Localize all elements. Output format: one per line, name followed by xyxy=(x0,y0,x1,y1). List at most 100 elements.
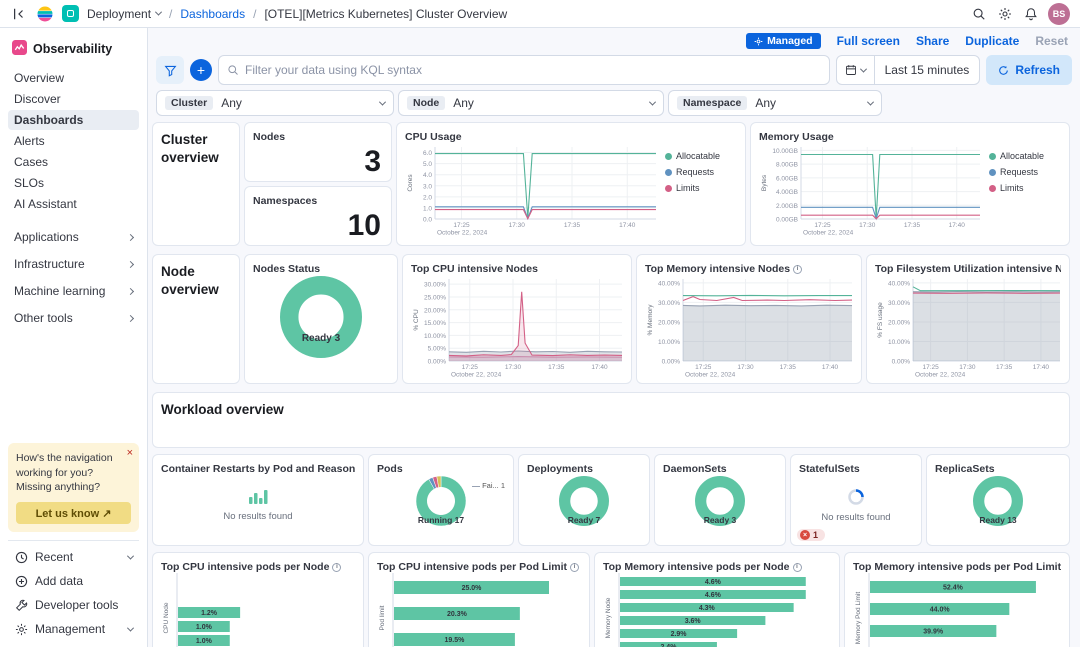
memory-usage-chart[interactable]: 0.00GB 2.00GB 4.00GB 6.00GB 8.00GB 10.00GB 17:… xyxy=(759,143,983,237)
sidebar-footer-management[interactable]: Management xyxy=(8,617,139,641)
daemonsets-donut[interactable] xyxy=(694,475,746,527)
notifications-icon[interactable] xyxy=(1022,5,1040,23)
pods-failed-annotation: Fai... 1 xyxy=(472,481,505,490)
full-screen-button[interactable]: Full screen xyxy=(836,34,900,48)
sidebar-item-alerts[interactable]: Alerts xyxy=(8,131,139,151)
quick-select-button[interactable] xyxy=(837,56,875,84)
legend-item[interactable]: Limits xyxy=(665,183,737,193)
info-icon[interactable] xyxy=(332,562,342,572)
sidebar-item-ai-assistant[interactable]: AI Assistant xyxy=(8,194,139,214)
sidebar-footer-recent[interactable]: Recent xyxy=(8,545,139,569)
kql-search-input[interactable] xyxy=(245,63,821,77)
sidebar-item-applications[interactable]: Applications xyxy=(8,224,139,250)
managed-badge[interactable]: Managed xyxy=(746,33,821,49)
avatar[interactable]: BS xyxy=(1048,2,1070,25)
error-badge[interactable]: 1 xyxy=(797,529,826,541)
sidebar-item-infrastructure[interactable]: Infrastructure xyxy=(8,251,139,277)
sidebar-item-machine-learning[interactable]: Machine learning xyxy=(8,278,139,304)
legend-item[interactable]: Allocatable xyxy=(989,151,1061,161)
info-icon[interactable] xyxy=(569,562,579,572)
sidebar-item-label: Discover xyxy=(14,92,61,106)
svg-text:10.00GB: 10.00GB xyxy=(772,148,798,155)
duplicate-button[interactable]: Duplicate xyxy=(965,34,1020,48)
panel-title: Container Restarts by Pod and Reason xyxy=(161,463,355,475)
top-memory-pods-node-chart[interactable]: 4.6% 4.6% 4.3% 3.6% 2.9% 2.4% Memory Node xyxy=(603,573,833,647)
panel-title: Node overview xyxy=(161,264,219,297)
info-icon[interactable] xyxy=(793,264,803,274)
svg-text:40.00%: 40.00% xyxy=(658,280,680,287)
svg-text:% Memory: % Memory xyxy=(647,304,654,336)
panel-nodes-metric[interactable]: Nodes 3 xyxy=(244,122,392,182)
panel-namespaces-metric[interactable]: Namespaces 10 xyxy=(244,186,392,246)
filter-button[interactable] xyxy=(156,56,184,84)
chevron-right-icon xyxy=(126,314,135,322)
legend-dot xyxy=(989,184,996,192)
top-fs-nodes-chart[interactable]: 0.00% 10.00% 20.00% 30.00% 40.00% 17:25 17:30 1… xyxy=(875,275,1063,379)
legend-item[interactable]: Allocatable xyxy=(665,151,737,161)
deployment-icon[interactable] xyxy=(62,5,79,22)
sidebar-item-other-tools[interactable]: Other tools xyxy=(8,305,139,331)
clock-icon xyxy=(14,550,28,564)
add-filter-button[interactable] xyxy=(190,59,212,81)
donut-label: Ready 3 xyxy=(703,515,737,525)
svg-text:2.9%: 2.9% xyxy=(671,631,688,638)
legend-item[interactable]: Requests xyxy=(989,167,1061,177)
sidebar-item-overview[interactable]: Overview xyxy=(8,68,139,88)
control-cluster[interactable]: Cluster Any xyxy=(156,90,394,116)
panel-title: Top CPU intensive pods per Node xyxy=(161,561,330,573)
sidebar-item-label: Infrastructure xyxy=(14,257,85,271)
breadcrumb-separator: / xyxy=(169,6,173,21)
svg-text:17:25: 17:25 xyxy=(453,222,470,229)
legend-item[interactable]: Limits xyxy=(989,183,1061,193)
sidebar-footer-developer-tools[interactable]: Developer tools xyxy=(8,593,139,617)
svg-text:25.00%: 25.00% xyxy=(424,294,446,301)
feedback-callout: How's the navigation working for you? Mi… xyxy=(8,443,139,532)
panel-title: Top Memory intensive pods per Node xyxy=(603,561,790,573)
breadcrumb-dashboards[interactable]: Dashboards xyxy=(180,6,246,21)
sidebar-footer-add-data[interactable]: Add data xyxy=(8,569,139,593)
settings-icon[interactable] xyxy=(996,5,1014,23)
svg-text:October 22, 2024: October 22, 2024 xyxy=(915,372,966,379)
elastic-logo[interactable] xyxy=(36,5,54,23)
svg-text:Bytes: Bytes xyxy=(761,174,768,191)
feedback-button[interactable]: Let us know xyxy=(16,502,131,524)
collapse-nav-icon[interactable] xyxy=(10,5,28,23)
sidebar-item-discover[interactable]: Discover xyxy=(8,89,139,109)
share-button[interactable]: Share xyxy=(915,34,950,48)
legend-item[interactable]: Requests xyxy=(665,167,737,177)
top-memory-nodes-chart[interactable]: 0.00% 10.00% 20.00% 30.00% 40.00% 17:25 17:30 1… xyxy=(645,275,855,379)
svg-text:October 22, 2024: October 22, 2024 xyxy=(451,372,502,379)
legend-dot xyxy=(665,184,672,192)
sidebar-item-slos[interactable]: SLOs xyxy=(8,173,139,193)
sidebar-item-dashboards[interactable]: Dashboards xyxy=(8,110,139,130)
panel-top-memory-pods-limit: Top Memory intensive pods per Pod Limit … xyxy=(844,552,1070,647)
top-memory-pods-limit-chart[interactable]: 52.4%44.0%39.9%15.3%Memory Pod Limit xyxy=(853,573,1063,647)
reset-button[interactable]: Reset xyxy=(1035,34,1068,48)
nodes-status-donut[interactable] xyxy=(279,275,363,359)
svg-text:6.0: 6.0 xyxy=(423,150,432,157)
time-range-button[interactable]: Last 15 minutes xyxy=(884,63,970,77)
pods-donut[interactable] xyxy=(415,475,467,527)
cpu-usage-chart[interactable]: 0.0 1.0 2.0 3.0 4.0 5.0 6.0 17:25 17:30 17:35 17:4… xyxy=(405,143,659,237)
top-cpu-pods-limit-chart[interactable]: 25.0% 20.3% 19.5% Pod limit xyxy=(377,573,583,647)
panel-top-cpu-pods-node: Top CPU intensive pods per Node 1.2% 1.0%… xyxy=(152,552,364,647)
top-cpu-pods-node-chart[interactable]: 1.2% 1.0% 1.0% CPU Node xyxy=(161,573,357,647)
panel-title: Top Memory intensive Nodes xyxy=(645,263,791,275)
replicasets-donut[interactable] xyxy=(972,475,1024,527)
search-icon xyxy=(228,65,238,75)
sidebar-item-cases[interactable]: Cases xyxy=(8,152,139,172)
top-cpu-nodes-chart[interactable]: 0.00% 5.00% 10.00% 15.00% 20.00% 25.00% 30.00%… xyxy=(411,275,625,379)
chevron-down-icon xyxy=(866,98,875,106)
deployment-menu[interactable]: Deployment xyxy=(87,7,163,21)
close-icon[interactable] xyxy=(127,447,133,459)
info-icon[interactable] xyxy=(792,562,802,572)
deployments-donut[interactable] xyxy=(558,475,610,527)
refresh-button[interactable]: Refresh xyxy=(986,55,1072,85)
control-namespace[interactable]: Namespace Any xyxy=(668,90,882,116)
svg-text:30.00%: 30.00% xyxy=(658,300,680,307)
svg-text:19.5%: 19.5% xyxy=(445,637,466,644)
control-label: Node xyxy=(407,96,446,110)
search-icon[interactable] xyxy=(970,5,988,23)
control-node[interactable]: Node Any xyxy=(398,90,664,116)
date-picker: Last 15 minutes xyxy=(835,55,981,85)
